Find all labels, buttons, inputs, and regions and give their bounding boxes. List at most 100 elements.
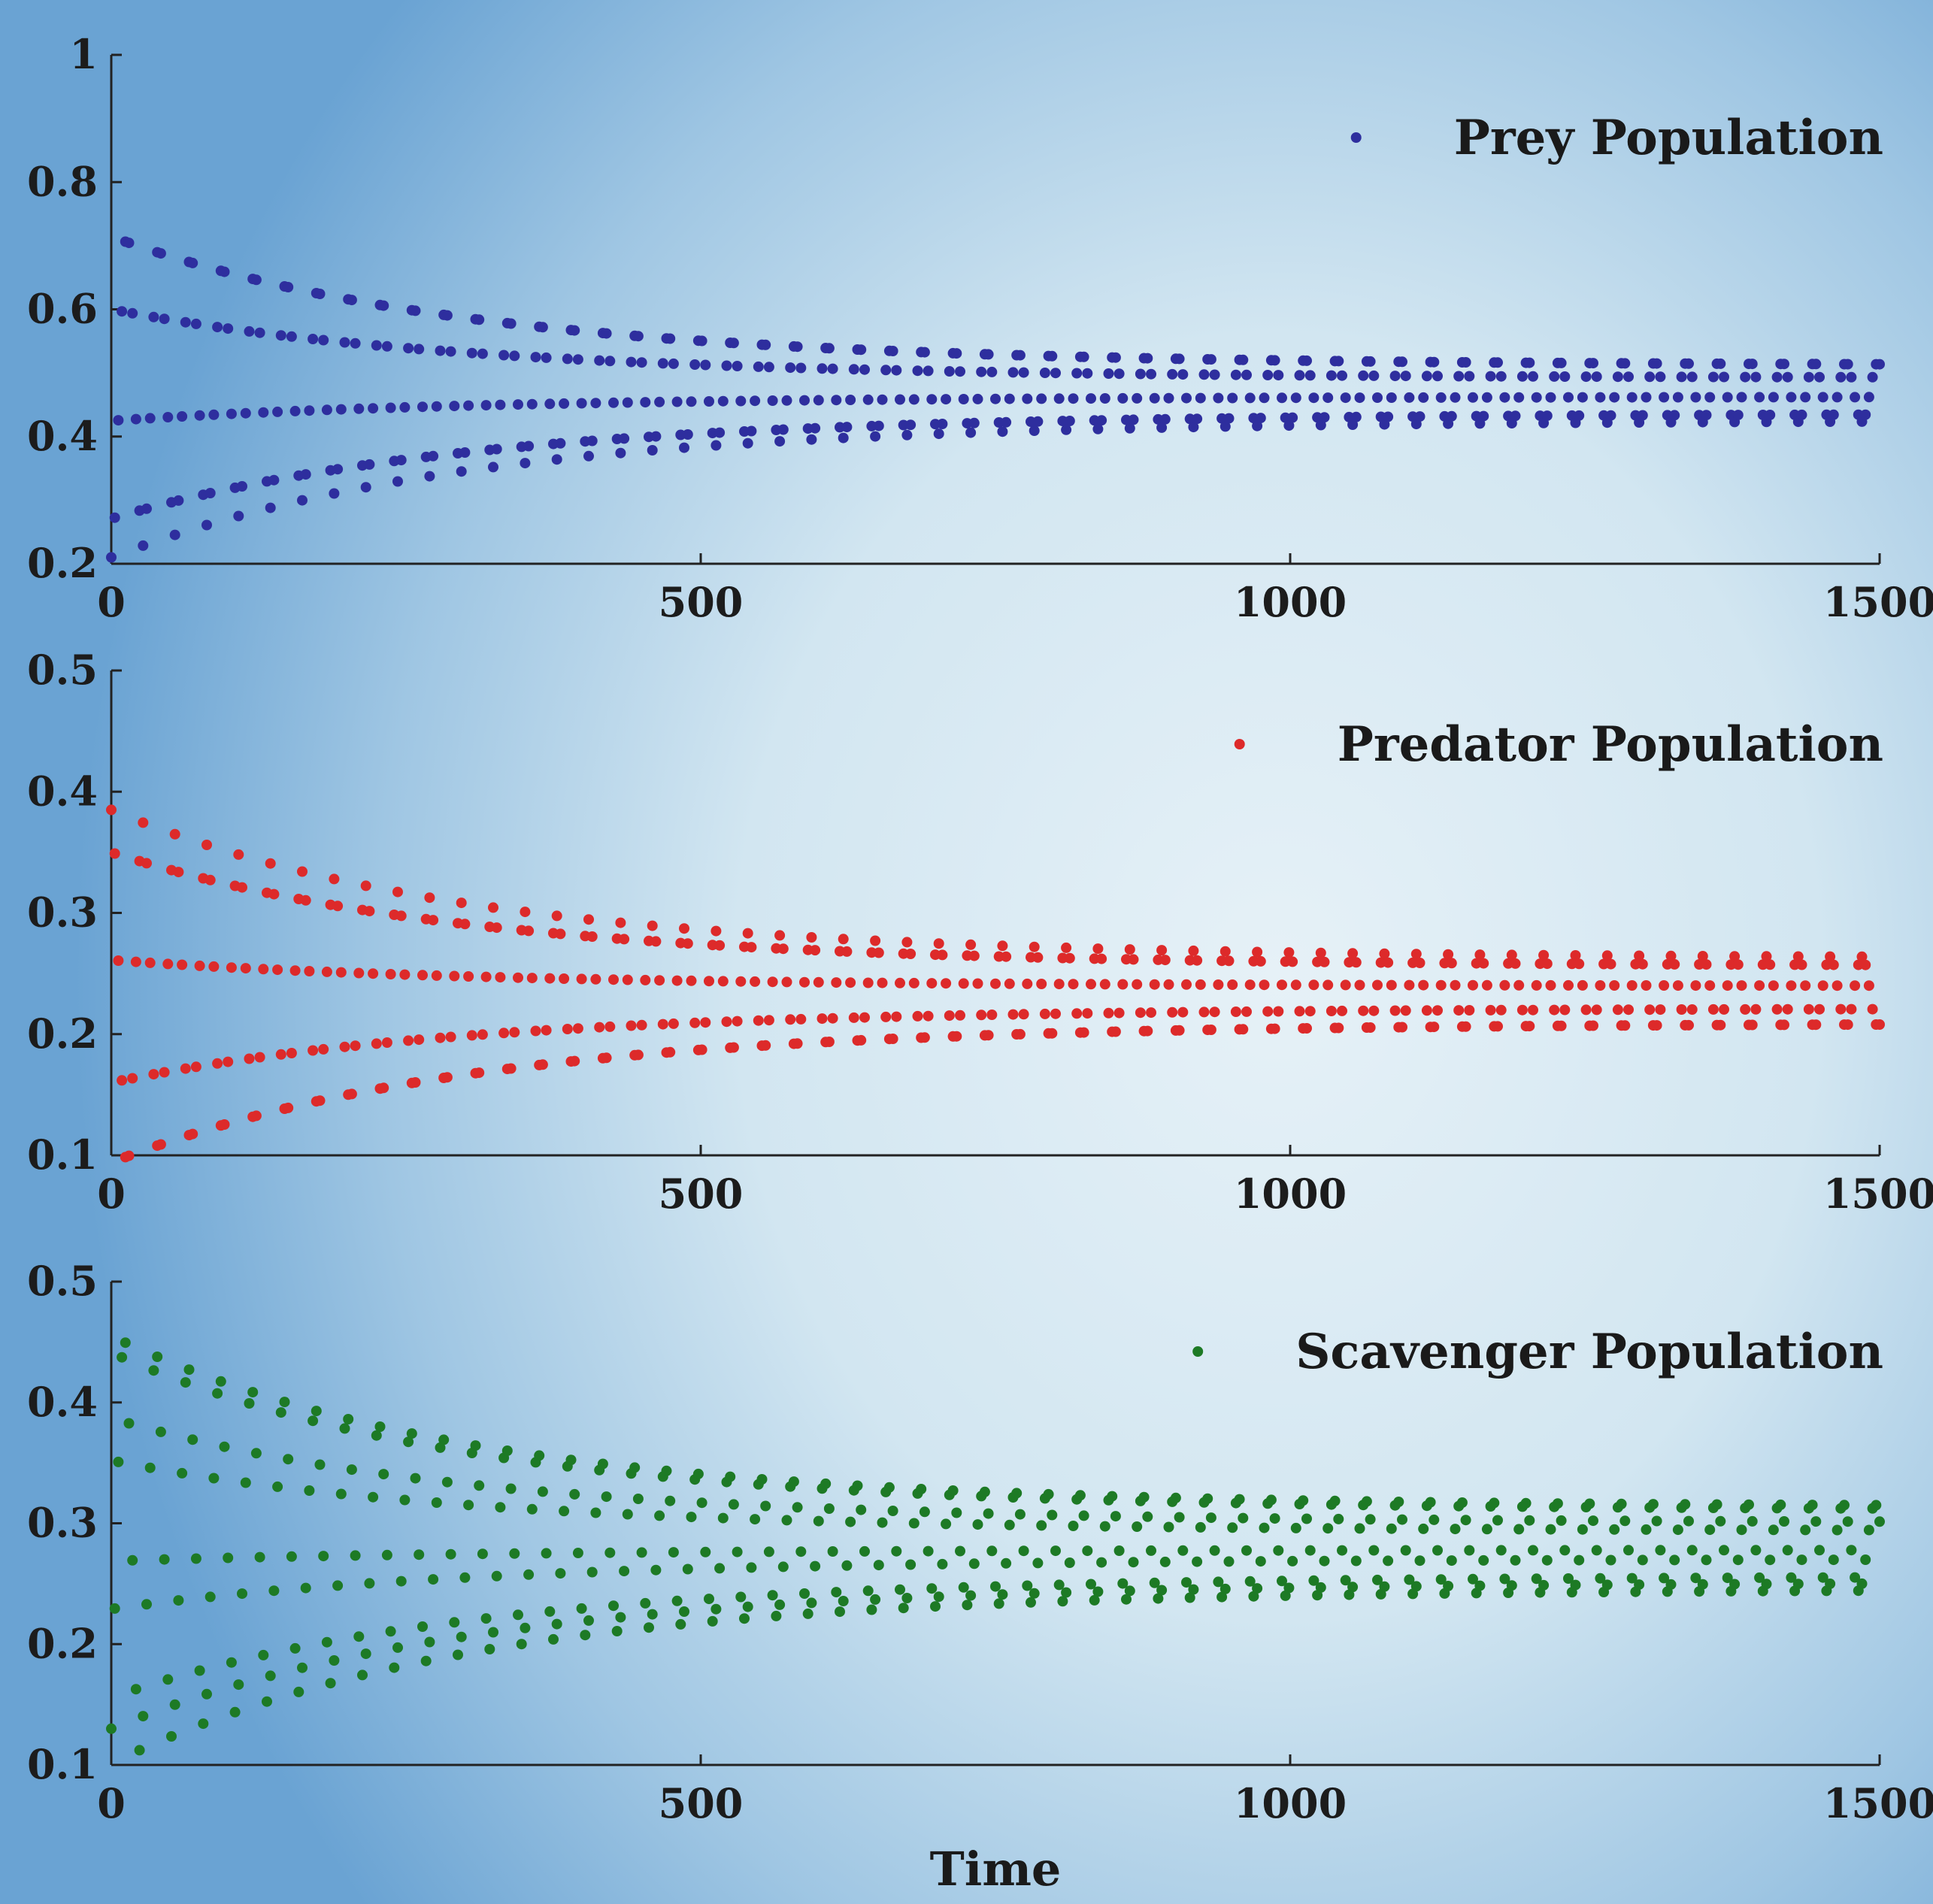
data-point <box>1782 371 1793 383</box>
data-point <box>431 401 442 412</box>
data-point <box>130 413 141 425</box>
data-point <box>237 1588 247 1600</box>
data-point <box>1128 1557 1139 1568</box>
data-point <box>300 1582 311 1594</box>
data-point <box>1241 369 1252 380</box>
data-point <box>1563 979 1574 991</box>
data-point <box>1177 1006 1189 1018</box>
data-point <box>1538 949 1550 961</box>
data-point <box>1701 1554 1712 1566</box>
data-point <box>597 1458 608 1470</box>
data-point <box>526 1503 538 1515</box>
data-point <box>933 1591 944 1603</box>
data-point <box>1400 1005 1411 1016</box>
data-point <box>544 1606 556 1617</box>
data-point <box>459 447 471 458</box>
data-point <box>445 1548 456 1560</box>
data-point <box>1283 947 1295 958</box>
data-point <box>244 325 255 337</box>
prey-panel: 0.2 0.4 0.6 0.8 1 0 500 1000 1500 Prey Population <box>27 30 1933 626</box>
data-point <box>1478 958 1489 969</box>
data-point <box>424 892 435 904</box>
data-point <box>1443 949 1454 960</box>
data-point <box>1435 979 1447 991</box>
data-point <box>1601 950 1613 961</box>
data-point <box>424 471 435 482</box>
data-point <box>441 310 453 321</box>
data-point <box>297 495 308 506</box>
data-point <box>1432 1005 1443 1016</box>
data-point <box>445 1031 456 1043</box>
data-point <box>1659 980 1670 991</box>
data-point <box>463 971 474 982</box>
data-point <box>417 401 428 413</box>
data-point <box>329 873 340 885</box>
data-point <box>689 359 701 370</box>
data-point <box>1301 1513 1312 1524</box>
data-point <box>353 1631 365 1642</box>
data-point <box>474 1480 485 1491</box>
data-point <box>1029 1588 1040 1599</box>
data-point <box>1612 371 1623 383</box>
data-point <box>208 1473 220 1484</box>
data-point <box>785 362 796 374</box>
data-point <box>714 427 726 438</box>
data-point <box>1825 951 1836 962</box>
data-point <box>640 397 651 408</box>
data-point <box>1386 392 1397 403</box>
data-point <box>1863 980 1874 991</box>
data-point <box>1750 1003 1762 1015</box>
data-point <box>1418 392 1429 403</box>
data-point <box>1690 1573 1701 1584</box>
data-point <box>173 1595 184 1606</box>
data-point <box>1248 1591 1259 1602</box>
data-point <box>283 1102 294 1113</box>
data-point <box>516 1639 527 1650</box>
data-point <box>1750 1545 1762 1556</box>
data-point <box>583 1615 594 1626</box>
legend-marker <box>1234 739 1245 749</box>
data-point <box>106 552 117 563</box>
data-point <box>477 1548 488 1560</box>
data-point <box>237 882 247 893</box>
data-point <box>926 1583 938 1594</box>
data-point <box>1588 1515 1598 1527</box>
data-point <box>1383 1555 1394 1566</box>
data-point <box>321 1636 332 1648</box>
data-point <box>682 429 693 440</box>
data-point <box>420 1655 432 1666</box>
data-point <box>456 898 467 909</box>
data-point <box>1634 1579 1645 1591</box>
data-point <box>986 1545 998 1557</box>
data-point <box>792 1038 803 1049</box>
data-point <box>632 331 644 342</box>
data-point <box>856 344 867 356</box>
data-point <box>1832 1524 1843 1536</box>
data-point <box>1810 1019 1822 1031</box>
data-point <box>873 1560 884 1571</box>
data-point <box>329 1655 340 1666</box>
data-point <box>208 409 220 420</box>
data-point <box>368 403 379 414</box>
data-point <box>1350 957 1362 968</box>
data-point <box>912 365 923 377</box>
data-point <box>1223 1556 1235 1567</box>
data-point <box>580 1630 591 1641</box>
data-point <box>696 1044 707 1055</box>
data-point <box>1810 1516 1822 1527</box>
data-point <box>636 1019 647 1031</box>
data-point <box>1219 946 1231 957</box>
data-point <box>130 956 141 967</box>
data-point <box>177 959 188 970</box>
data-point <box>771 1610 782 1621</box>
data-point <box>965 1590 977 1601</box>
data-point <box>873 947 884 958</box>
data-point <box>1867 1003 1878 1015</box>
data-point <box>877 1517 888 1528</box>
y-tick-label: 0.2 <box>27 1010 98 1058</box>
data-point <box>717 395 729 407</box>
data-point <box>1301 1023 1312 1034</box>
data-point <box>1124 1585 1135 1597</box>
data-point <box>1007 1009 1019 1020</box>
data-point <box>983 349 994 360</box>
